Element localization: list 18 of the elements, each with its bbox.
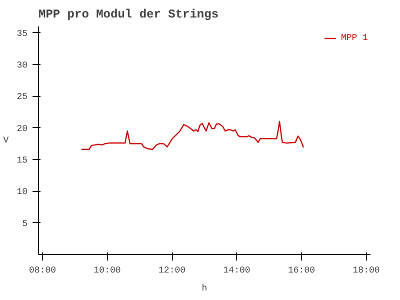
y-tick-label: 30 [16, 60, 28, 70]
x-tick-label: 14:00 [223, 266, 250, 276]
y-tick-label: 20 [16, 124, 28, 134]
x-tick-label: 18:00 [352, 266, 380, 276]
x-tick-label: 16:00 [288, 266, 316, 276]
chart-title: MPP pro Modul der Strings [38, 8, 219, 22]
x-axis-title: h [202, 284, 208, 294]
x-tick-label: 08:00 [29, 266, 56, 276]
y-axis-title: V [3, 136, 10, 146]
y-tick-label: 35 [16, 28, 28, 39]
line-series [80, 120, 304, 150]
x-tick-label: 12:00 [158, 266, 186, 276]
y-tick-label: 25 [16, 92, 28, 102]
legend-label: MPP 1 [340, 33, 368, 43]
y-tick-label: 10 [16, 187, 28, 198]
y-tick-label: 15 [16, 156, 28, 166]
x-tick-label: 10:00 [94, 266, 121, 276]
y-tick-label: 5 [22, 218, 28, 229]
